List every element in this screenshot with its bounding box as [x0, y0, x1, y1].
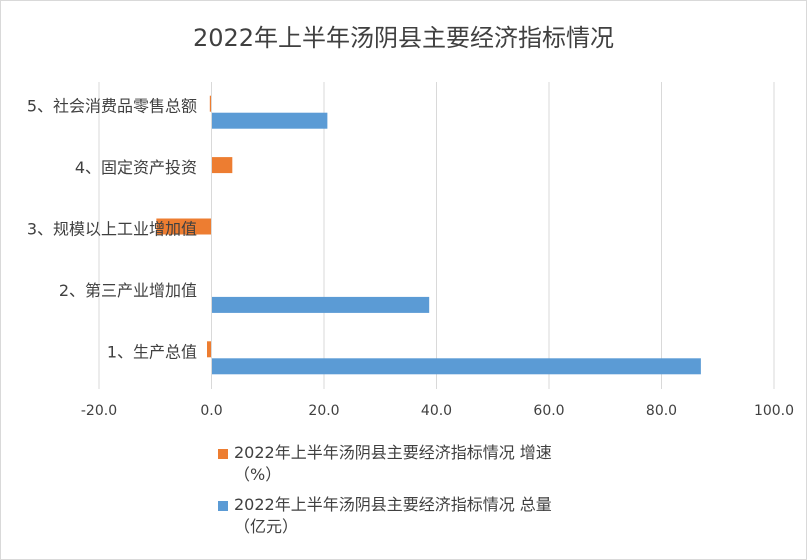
legend-label-growth-line1: 2022年上半年汤阴县主要经济指标情况 增速: [234, 443, 552, 462]
category-labels: 5、社会消费品零售总额 4、固定资产投资 3、规模以上工业增加值 2、第三产业增加值 1…: [27, 97, 197, 362]
category-label-4: 1、生产总值: [107, 342, 197, 361]
x-tick-label-1: 0.0: [200, 403, 222, 419]
bar-growth-1: [211, 157, 233, 174]
category-label-3: 2、第三产业增加值: [59, 281, 197, 300]
legend-label-growth-line2: （%）: [234, 465, 282, 484]
bar-growth-2: [156, 218, 212, 235]
x-tick-label-2: 20.0: [308, 403, 339, 419]
category-label-2: 3、规模以上工业增加值: [27, 220, 197, 239]
x-tick-label-6: 100.0: [754, 403, 794, 419]
bar-growth-4: [207, 341, 212, 358]
x-tick-label-0: -20.0: [81, 403, 117, 419]
tick-labels: -20.0 0.0 20.0 40.0 60.0 80.0 100.0: [81, 403, 794, 419]
x-tick-label-3: 40.0: [421, 403, 452, 419]
category-label-0: 5、社会消费品零售总额: [27, 97, 197, 116]
legend-swatch-total: [218, 501, 228, 511]
category-label-1: 4、固定资产投资: [75, 158, 197, 177]
bar-total-3: [211, 296, 430, 313]
x-tick-label-4: 60.0: [533, 403, 564, 419]
bar-total-4: [211, 358, 701, 375]
legend-label-total-line1: 2022年上半年汤阴县主要经济指标情况 总量: [234, 495, 552, 514]
gridlines: [98, 82, 775, 389]
x-tick-label-5: 80.0: [646, 403, 677, 419]
bar-growth-0: [209, 95, 212, 112]
chart-title: 2022年上半年汤阴县主要经济指标情况: [192, 24, 615, 52]
legend-label-total-line2: （亿元）: [234, 517, 299, 536]
bars: [156, 82, 701, 389]
legend-swatch-growth: [218, 449, 228, 459]
bar-total-0: [211, 112, 328, 129]
